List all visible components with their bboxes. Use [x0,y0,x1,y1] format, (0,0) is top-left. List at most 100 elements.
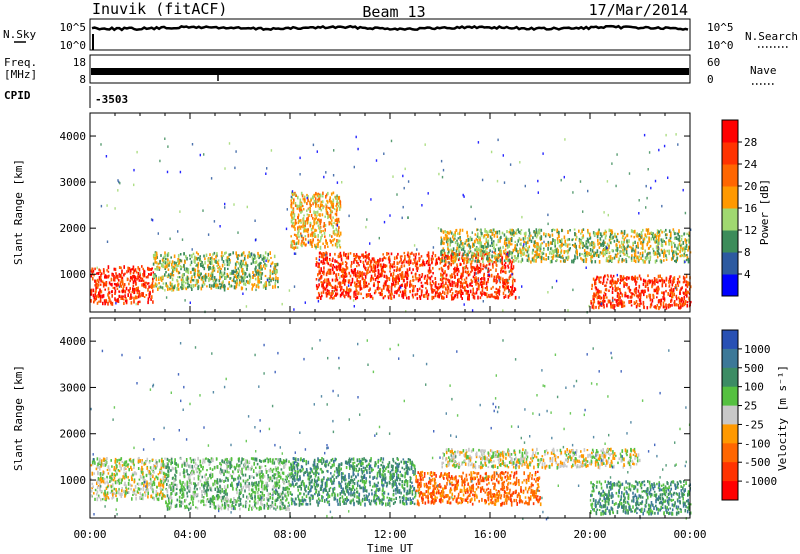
scatter-cell [496,253,499,258]
scatter-cell [339,282,341,285]
scatter-cell [178,260,181,264]
scatter-cell [342,267,344,271]
scatter-cell [604,252,606,256]
scatter-cell [467,292,469,295]
scatter-cell [292,201,295,205]
scatter-cell [434,283,437,288]
speckle-cell [502,309,504,312]
scatter-cell [672,250,675,254]
scatter-cell [204,257,206,261]
scatter-cell [445,281,447,286]
scatter-cell [668,284,671,287]
speckle-cell [375,159,378,162]
scatter-cell [339,284,341,288]
scatter-cell [319,222,322,226]
scatter-cell [635,280,638,284]
scatter-cell [385,280,388,284]
scatter-cell [264,274,267,278]
scatter-cell [558,239,561,243]
scatter-cell [196,273,199,277]
scatter-cell [144,462,147,466]
scatter-cell [333,238,336,241]
scatter-cell [523,251,526,255]
scatter-cell [604,293,607,297]
scatter-cell [229,253,232,256]
scatter-cell [602,253,605,258]
speckle-cell [551,286,553,289]
scatter-cell [524,234,527,239]
scatter-cell [632,292,634,296]
speckle-cell [323,175,325,179]
scatter-cell [649,296,651,299]
scatter-cell [436,286,439,290]
scatter-cell [189,254,191,257]
scatter-cell [300,221,302,224]
scatter-cell [99,269,102,274]
scatter-cell [556,237,559,241]
scatter-cell [115,494,117,498]
scatter-cell [517,253,519,257]
scatter-cell [111,294,113,298]
scatter-cell [367,269,369,272]
scatter-cell [150,468,153,471]
scatter-cell [661,278,664,282]
scatter-cell [96,485,99,490]
scatter-cell [326,252,328,256]
scatter-cell [495,291,498,295]
scatter-cell [210,287,213,290]
scatter-cell [299,198,302,202]
scatter-cell [117,279,120,282]
scatter-cell [658,299,660,303]
scatter-cell [613,239,616,243]
scatter-cell [439,261,442,265]
scatter-cell [435,281,437,285]
scatter-cell [446,256,449,260]
scatter-cell [330,203,333,208]
scatter-cell [274,269,277,274]
scatter-cell [121,297,124,300]
scatter-cell [432,295,435,299]
speckle-cell [407,180,410,183]
nave-tick-low: 0 [707,73,714,86]
scatter-cell [673,254,675,258]
scatter-cell [261,267,263,271]
scatter-cell [557,249,559,254]
scatter-cell [182,278,184,282]
scatter-cell [646,295,648,299]
scatter-cell [493,261,495,264]
scatter-cell [633,288,636,293]
scatter-cell [116,298,119,303]
scatter-cell [420,293,423,297]
scatter-cell [215,278,218,282]
scatter-cell [121,276,124,280]
scatter-cell [271,271,274,275]
speckle-cell [547,222,549,226]
scatter-cell [460,293,462,297]
scatter-cell [338,201,340,205]
scatter-cell [471,269,474,272]
scatter-cell [246,267,248,271]
scatter-cell [95,279,97,284]
scatter-cell [479,244,482,248]
scatter-cell [123,273,125,277]
scatter-cell [631,254,633,258]
scatter-cell [390,265,393,268]
speckle-cell [318,279,320,282]
scatter-cell [297,232,299,236]
scatter-cell [313,199,316,204]
scatter-cell [90,478,92,481]
scatter-cell [163,260,166,264]
scatter-cell [343,275,345,278]
scatter-cell [483,250,485,254]
scatter-cell [620,245,623,249]
scatter-cell [603,295,606,300]
scatter-cell [176,279,178,282]
scatter-cell [678,242,681,246]
scatter-cell [266,257,269,261]
scatter-cell [318,293,321,297]
scatter-cell [171,265,173,270]
scatter-cell [510,292,513,295]
scatter-cell [475,247,478,251]
scatter-cell [306,217,308,222]
scatter-cell [243,256,246,261]
